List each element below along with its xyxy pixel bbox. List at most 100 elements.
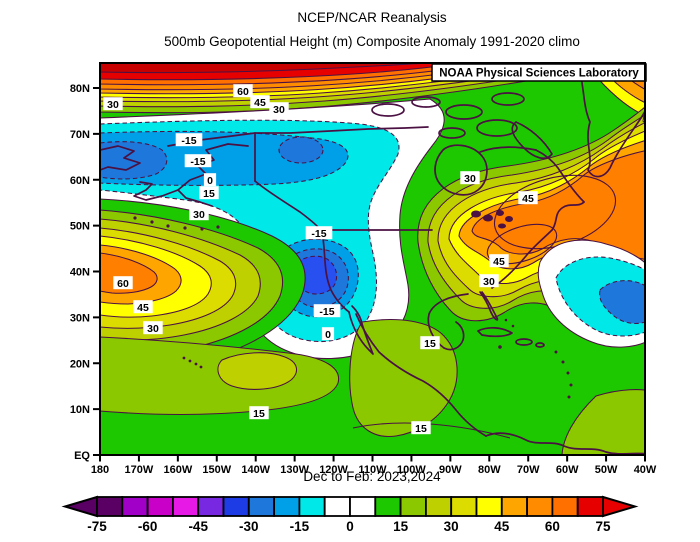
- newfoundland: [551, 201, 585, 231]
- baja-california: [348, 305, 374, 355]
- contour-label-box: [113, 276, 133, 290]
- lat-tick-label: 50N: [70, 221, 90, 233]
- colorbar-tick-label: -75: [87, 519, 107, 534]
- yucatan: [443, 321, 465, 351]
- contour-label: 30: [464, 173, 476, 185]
- mexico-west-coast: [355, 313, 487, 437]
- lat-tick-label: 40N: [70, 267, 90, 279]
- florida: [479, 291, 499, 321]
- lon-tick-label: 130W: [280, 464, 309, 476]
- us-west-coast: [321, 231, 350, 313]
- hudson-strait: [479, 146, 537, 153]
- aleutian-islands: [133, 216, 220, 231]
- colorbar-segment: [171, 496, 200, 517]
- lon-tick-label: 90W: [439, 464, 462, 476]
- contour-label-box: [460, 171, 480, 185]
- map-fill-layers: [100, 63, 645, 455]
- contour-label: 45: [137, 302, 149, 314]
- colorbar-tick-label: 15: [393, 519, 409, 534]
- alaska-peninsula: [177, 189, 213, 207]
- contour-label-box: [184, 154, 212, 168]
- colorbar-tick-label: 0: [346, 519, 354, 534]
- contour-label: 45: [254, 97, 266, 109]
- contour-label-box: [411, 421, 431, 435]
- contour-labels: 30604530-15-1501530604530-15-15030454530…: [103, 84, 538, 435]
- contour-label-box: [175, 133, 203, 147]
- colorbar-segment: [450, 496, 478, 517]
- lat-tick-label: 70N: [70, 129, 90, 141]
- contour-label-box: [233, 84, 253, 98]
- contour-label: 30: [273, 104, 285, 116]
- lon-tick-label: 60W: [556, 464, 579, 476]
- contour-label: 0: [325, 329, 331, 341]
- contour-label: 15: [424, 338, 436, 350]
- colorbar-segment: [146, 496, 174, 517]
- colorbar-tick-label: -45: [188, 519, 208, 534]
- contour-label: -15: [181, 135, 196, 147]
- lat-tick-label: 30N: [70, 312, 90, 324]
- contour-label: -15: [319, 306, 334, 318]
- alaska-coast: [133, 143, 249, 201]
- lon-tick-label: 120W: [319, 464, 348, 476]
- colorbar-tick-label: -15: [290, 519, 310, 534]
- lon-tick-label: 40W: [634, 464, 657, 476]
- plot-subtitle: 500mb Geopotential Height (m) Composite …: [164, 34, 580, 49]
- lon-tick-label: 180: [91, 464, 109, 476]
- contour-label: 45: [522, 193, 534, 205]
- lon-tick-label: 110W: [358, 464, 387, 476]
- colorbar-segment: [197, 496, 225, 517]
- lon-tick-label: 160W: [163, 464, 192, 476]
- lat-tick-label: 10N: [70, 404, 90, 416]
- branding-box: NOAA Physical Sciences Laboratory: [431, 63, 647, 82]
- arctic-positive-bands: [100, 63, 629, 114]
- contour-label-box: [479, 274, 499, 288]
- colorbar-tick-label: 60: [545, 519, 560, 534]
- contour-label-box: [420, 336, 440, 350]
- colorbar-segment: [500, 496, 528, 517]
- lon-tick-label: 70W: [517, 464, 540, 476]
- coastlines: [100, 63, 645, 455]
- contour-label: 30: [483, 276, 495, 288]
- colorbar-segment: [298, 496, 326, 517]
- contour-label: 15: [415, 423, 427, 435]
- contour-label-box: [518, 191, 538, 205]
- lat-tick-label: 80N: [70, 83, 90, 95]
- colorbar-segment: [222, 496, 250, 517]
- colorbar-segment: [273, 496, 301, 517]
- trough-core-east: [278, 136, 324, 164]
- colorbar-tick-label: 45: [494, 519, 510, 534]
- branding-label: NOAA Physical Sciences Laboratory: [439, 68, 639, 80]
- contour-label: 30: [193, 209, 205, 221]
- colorbar-segment: [374, 496, 402, 517]
- colorbar-tick-label: 30: [444, 519, 459, 534]
- south-america-coast: [485, 432, 645, 455]
- colorbar-segment: [475, 496, 503, 517]
- atlantic-low: [537, 239, 645, 348]
- colorbar-segment: [526, 496, 554, 517]
- contour-label: 0: [207, 175, 213, 187]
- colorbar-segment: [399, 496, 427, 517]
- great-lakes: [471, 210, 513, 229]
- contour-label: 15: [253, 408, 265, 420]
- colorbar-segment: [349, 496, 377, 517]
- contour-label-box: [269, 102, 289, 116]
- longitude-axis: 180 170W 160W 150W 140W 130W 120W 110W 100W 90W 80…: [91, 455, 657, 476]
- colorbar-tick-label: -60: [138, 519, 158, 534]
- contour-label: -15: [311, 228, 326, 240]
- contour-label-box: [203, 173, 217, 187]
- contour-label-box: [199, 186, 219, 200]
- contour-label: 15: [203, 188, 215, 200]
- contour-label-box: [321, 327, 335, 341]
- contour-label-box: [189, 207, 209, 221]
- period-caption: Dec to Feb: 2023,2024: [303, 469, 441, 484]
- contour-label-box: [250, 95, 270, 109]
- contour-label: 30: [147, 323, 159, 335]
- colorbar-segment: [121, 496, 149, 517]
- contour-label: -15: [190, 156, 205, 168]
- colorbar-segment: [551, 496, 579, 517]
- colorbar-arrow-left: [61, 495, 98, 518]
- greenland-coast: [576, 63, 645, 178]
- lon-tick-label: 170W: [125, 464, 154, 476]
- siberia-coast: [100, 145, 141, 171]
